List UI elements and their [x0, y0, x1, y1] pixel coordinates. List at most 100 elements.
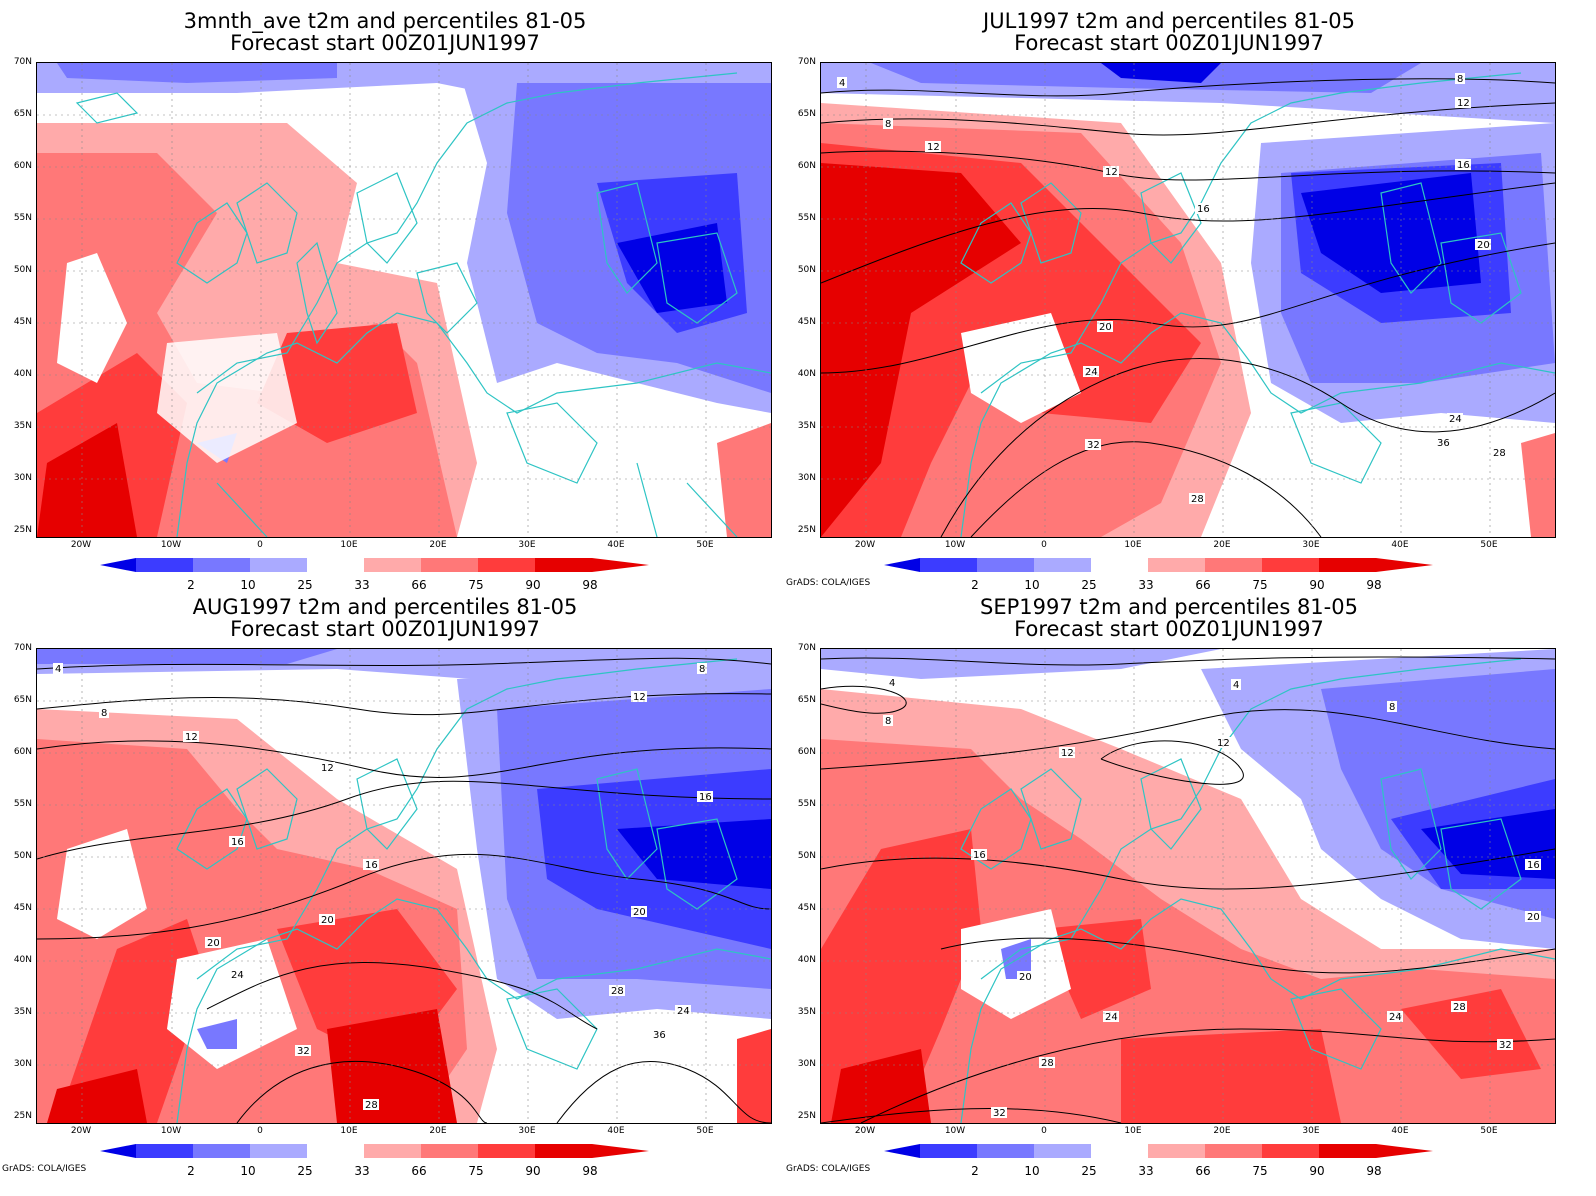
- colorbar-label: 10: [240, 1164, 256, 1178]
- lon-label: 20E: [1213, 1126, 1231, 1136]
- contour-label: 24: [1389, 1012, 1402, 1023]
- lon-label: 0: [1041, 540, 1047, 550]
- colorbar: 2 10 25 33 66 75 90 98: [100, 1142, 660, 1182]
- contour-label: 28: [1493, 448, 1506, 459]
- contour-label: 12: [1061, 748, 1074, 759]
- panel-title-line2: Forecast start 00Z01JUN1997: [1014, 617, 1324, 641]
- contour-label: 8: [1389, 702, 1395, 713]
- lat-label: 35N: [13, 1007, 32, 1017]
- contour-label: 8: [101, 708, 107, 719]
- lat-label: 55N: [797, 213, 816, 223]
- colorbar-label: 90: [525, 578, 541, 592]
- contour-label: 20: [633, 907, 646, 918]
- contour-label: 4: [1233, 680, 1239, 691]
- lon-label: 40E: [607, 540, 625, 550]
- grads-credit: GrADS: COLA/IGES: [786, 578, 871, 588]
- lon-label: 10W: [944, 540, 966, 550]
- lat-label: 25N: [797, 1111, 816, 1121]
- colorbar-label: 90: [1309, 578, 1325, 592]
- contour-label: 4: [839, 78, 845, 89]
- lat-label: 70N: [797, 57, 816, 67]
- lon-label: 20W: [854, 540, 876, 550]
- contour-label: 4: [889, 678, 895, 689]
- lat-label: 65N: [13, 695, 32, 705]
- colorbar-label: 66: [1195, 1164, 1211, 1178]
- lat-label: 25N: [13, 525, 32, 535]
- colorbar-label: 75: [1252, 578, 1268, 592]
- lon-label: 50E: [696, 1126, 714, 1136]
- lon-label: 10E: [340, 540, 358, 550]
- lon-label: 50E: [1480, 1126, 1498, 1136]
- lon-label: 20E: [429, 540, 447, 550]
- lat-label: 50N: [797, 851, 816, 861]
- lat-label: 55N: [13, 799, 32, 809]
- colorbar-label: 2: [187, 578, 195, 592]
- lat-label: 60N: [797, 747, 816, 757]
- map-area: 4 8 12 12 16 20 24 28 32 36 8 12 16 20 2…: [820, 62, 1556, 538]
- colorbar: 2 10 25 33 66 75 90 98: [884, 556, 1444, 596]
- contour-label: 32: [1087, 440, 1100, 451]
- lon-label: 40E: [607, 1126, 625, 1136]
- contour-label: 4: [55, 664, 61, 675]
- lat-label: 60N: [797, 161, 816, 171]
- contour-label: 28: [365, 1100, 378, 1111]
- contour-label: 16: [1457, 160, 1470, 171]
- grid: [37, 649, 771, 1123]
- lon-label: 0: [257, 540, 263, 550]
- contour-label: 8: [1457, 74, 1463, 85]
- lon-label: 30E: [518, 1126, 536, 1136]
- colorbar: 2 10 25 33 66 75 90 98: [884, 1142, 1444, 1182]
- lon-label: 10W: [944, 1126, 966, 1136]
- lon-label: 30E: [1302, 540, 1320, 550]
- lat-label: 70N: [13, 643, 32, 653]
- lat-label: 30N: [13, 473, 32, 483]
- lat-label: 55N: [797, 799, 816, 809]
- contour-label: 16: [699, 792, 712, 803]
- contour-label: 20: [1019, 972, 1032, 983]
- colorbar-swatches: [100, 1144, 649, 1158]
- lat-label: 40N: [13, 955, 32, 965]
- map-area: 4 8 12 12 16 16 20 20 24 28 32 36 8 12 1…: [36, 648, 772, 1124]
- contour-label: 20: [1527, 912, 1540, 923]
- lon-label: 50E: [696, 540, 714, 550]
- lat-label: 50N: [13, 851, 32, 861]
- contour-label: 12: [321, 763, 334, 774]
- colorbar-label: 33: [1138, 578, 1154, 592]
- lon-label: 30E: [518, 540, 536, 550]
- lat-label: 30N: [13, 1059, 32, 1069]
- colorbar-label: 66: [411, 578, 427, 592]
- contour-label: 16: [1197, 204, 1210, 215]
- panel-3mnth-ave: 3mnth_ave t2m and percentiles 81-05 Fore…: [0, 0, 772, 592]
- lat-label: 35N: [797, 1007, 816, 1017]
- lon-label: 20E: [429, 1126, 447, 1136]
- grid: [821, 649, 1555, 1123]
- lat-label: 35N: [797, 421, 816, 431]
- contour-label: 20: [1099, 322, 1112, 333]
- percentile-shading: [821, 63, 1555, 537]
- lat-label: 70N: [13, 57, 32, 67]
- contour-label: 36: [1437, 438, 1450, 449]
- lat-label: 60N: [13, 747, 32, 757]
- contour-label: 24: [1449, 414, 1462, 425]
- lat-label: 45N: [13, 903, 32, 913]
- colorbar-swatches: [884, 1144, 1433, 1158]
- colorbar-label: 10: [1024, 1164, 1040, 1178]
- colorbar-label: 25: [1081, 1164, 1097, 1178]
- lat-label: 60N: [13, 161, 32, 171]
- contour-label: 12: [1105, 167, 1118, 178]
- contour-label: 28: [1191, 494, 1204, 505]
- colorbar-swatches: [100, 558, 649, 572]
- contour-label: 16: [1527, 860, 1540, 871]
- panel-aug1997: AUG1997 t2m and percentiles 81-05 Foreca…: [0, 586, 772, 1178]
- contour-label: 24: [1105, 1012, 1118, 1023]
- lon-label: 20W: [854, 1126, 876, 1136]
- contour-label: 12: [1457, 98, 1470, 109]
- contour-label: 8: [885, 716, 891, 727]
- coastlines: 4 8 12 16 20 24 28 32 4 8 12 16 20 24 28…: [821, 656, 1555, 1123]
- colorbar-label: 98: [582, 578, 598, 592]
- contour-label: 24: [1085, 367, 1098, 378]
- contour-label: 20: [1477, 240, 1490, 251]
- contour-label: 24: [231, 970, 244, 981]
- contour-label: 12: [185, 732, 198, 743]
- lon-label: 20E: [1213, 540, 1231, 550]
